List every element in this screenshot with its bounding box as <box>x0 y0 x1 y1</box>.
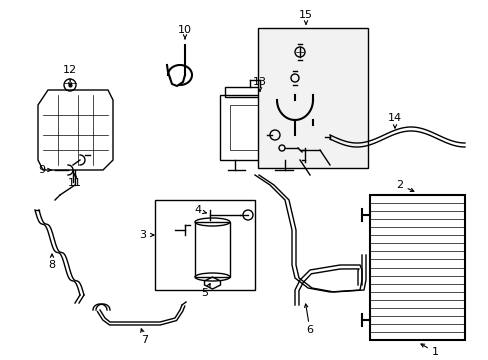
Text: 8: 8 <box>48 260 56 270</box>
Bar <box>258 28 367 168</box>
Text: 7: 7 <box>141 335 148 345</box>
Text: 13: 13 <box>252 77 266 87</box>
Bar <box>195 222 229 277</box>
Bar <box>155 200 254 290</box>
Text: 12: 12 <box>63 65 77 75</box>
Text: 10: 10 <box>178 25 192 35</box>
Text: 1: 1 <box>430 347 438 357</box>
Text: 4: 4 <box>194 205 201 215</box>
Bar <box>224 87 294 97</box>
Text: 14: 14 <box>387 113 401 123</box>
Text: 11: 11 <box>68 178 82 188</box>
Text: 15: 15 <box>298 10 312 20</box>
Text: 2: 2 <box>396 180 403 190</box>
Text: 9: 9 <box>39 165 45 175</box>
Bar <box>369 195 464 340</box>
Text: 6: 6 <box>306 325 313 335</box>
Text: 5: 5 <box>201 288 208 298</box>
Text: 3: 3 <box>139 230 146 240</box>
Bar <box>220 95 299 160</box>
Bar <box>229 105 289 150</box>
